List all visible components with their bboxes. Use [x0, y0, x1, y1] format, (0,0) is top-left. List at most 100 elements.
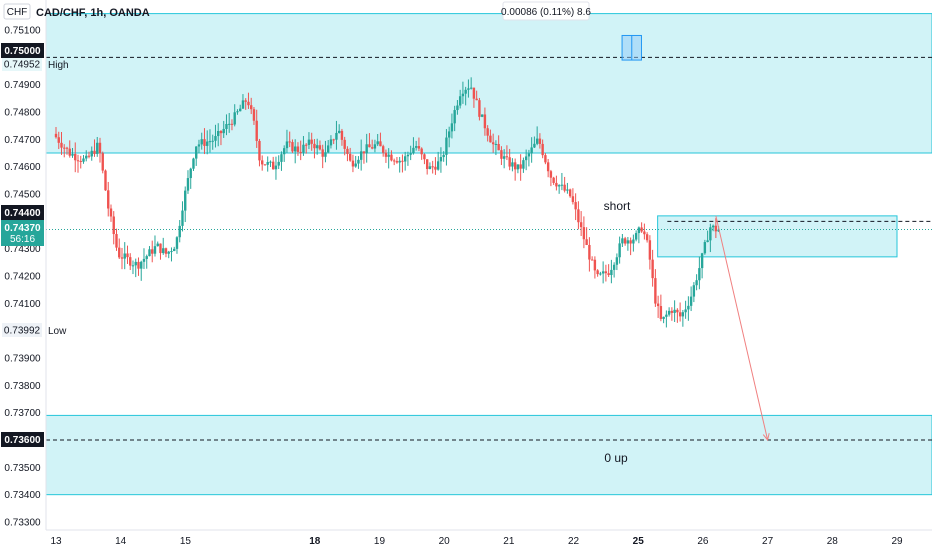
candle-body: [486, 128, 489, 136]
candle-body: [192, 158, 195, 169]
candle-body: [590, 259, 594, 261]
candle-body: [535, 138, 539, 144]
candle-body: [137, 261, 140, 269]
candle-body: [582, 227, 586, 240]
candle-body: [373, 144, 377, 149]
candle-body: [450, 123, 454, 132]
candle-body: [714, 225, 718, 232]
candle-body: [695, 280, 698, 286]
candle-body: [365, 144, 368, 154]
candle-body: [145, 256, 148, 259]
candle-body: [684, 309, 687, 313]
candle-body: [472, 87, 476, 99]
candle-body: [274, 165, 278, 170]
candle-body: [566, 189, 569, 191]
candle-body: [178, 225, 181, 238]
candle-body: [200, 139, 203, 145]
candle-body: [643, 231, 646, 235]
candle-body: [489, 135, 492, 143]
candle-body: [288, 141, 291, 143]
candle-body: [269, 161, 272, 163]
candle-body: [434, 166, 437, 170]
candle-body: [687, 305, 690, 310]
price-tick-label: 0.74100: [4, 299, 41, 310]
candle-body: [549, 171, 553, 178]
level-target-tag: [1, 432, 44, 447]
current-price-tag: [1, 220, 44, 246]
candle-body: [607, 273, 610, 276]
low-label: Low: [48, 326, 67, 337]
candle-body: [65, 147, 69, 149]
price-tick-label: 0.75100: [4, 26, 41, 37]
candle-body: [368, 144, 371, 148]
candle-body: [717, 229, 720, 232]
candle-body: [296, 146, 300, 152]
candle-body: [129, 257, 132, 266]
candle-body: [98, 142, 102, 154]
candle-body: [552, 177, 555, 183]
level-entry-tag: [1, 205, 44, 220]
candle-body: [126, 253, 129, 258]
candle-body: [280, 154, 283, 162]
candle-body: [447, 131, 451, 138]
candle-body: [225, 123, 228, 129]
candle-body: [109, 208, 113, 217]
time-tick-label: 22: [568, 536, 580, 547]
candle-body: [645, 234, 649, 241]
candle-body: [505, 156, 509, 158]
zones-layer: [45, 13, 932, 496]
candle-body: [304, 144, 308, 146]
time-axis[interactable]: [46, 530, 932, 550]
candle-body: [414, 146, 418, 148]
measure-tooltip-box: [502, 1, 590, 21]
candle-body: [313, 143, 316, 149]
candle-body: [206, 141, 209, 146]
candle-body: [79, 160, 82, 162]
candle-body: [458, 96, 462, 106]
candle-body: [181, 210, 184, 226]
candle-body: [329, 139, 333, 146]
candle-body: [475, 98, 478, 101]
candle-body: [601, 271, 605, 274]
candle-body: [678, 312, 682, 317]
candle-body: [153, 246, 157, 254]
candle-body: [698, 268, 701, 281]
candle-body: [588, 244, 591, 260]
candle-body: [516, 164, 520, 170]
candle-body: [527, 153, 531, 157]
candle-body: [425, 159, 429, 170]
level-top-value: 0.75000: [4, 46, 41, 57]
candle-body: [310, 139, 313, 144]
candle-body: [170, 251, 173, 253]
candle-body: [258, 140, 261, 161]
candle-body: [546, 162, 550, 172]
symbol-title: CAD/CHF, 1h, OANDA: [36, 7, 150, 19]
candle-body: [252, 109, 256, 121]
candle-body: [513, 162, 517, 170]
high-label: High: [48, 60, 69, 71]
candle-body: [96, 142, 99, 154]
candle-body: [343, 139, 346, 149]
candle-body: [302, 144, 305, 153]
short-arrow-head: [762, 433, 770, 442]
candle-body: [431, 166, 434, 168]
candle-body: [406, 154, 410, 157]
candle-body: [112, 216, 115, 235]
short-label[interactable]: short: [604, 199, 631, 213]
candle-body: [318, 145, 322, 150]
candle-body: [709, 227, 712, 241]
candle-body: [82, 158, 85, 162]
candle-body: [522, 160, 525, 169]
candle-body: [436, 161, 440, 170]
candle-body: [706, 240, 709, 243]
target-label[interactable]: 0 up: [604, 451, 628, 465]
candle-body: [461, 93, 465, 97]
candle-body: [662, 316, 665, 319]
candle-body: [692, 285, 696, 297]
candle-body: [118, 247, 121, 258]
candle-body: [184, 190, 187, 211]
candle-body: [700, 253, 704, 269]
time-tick-label: 21: [503, 536, 515, 547]
candle-body: [681, 312, 685, 317]
